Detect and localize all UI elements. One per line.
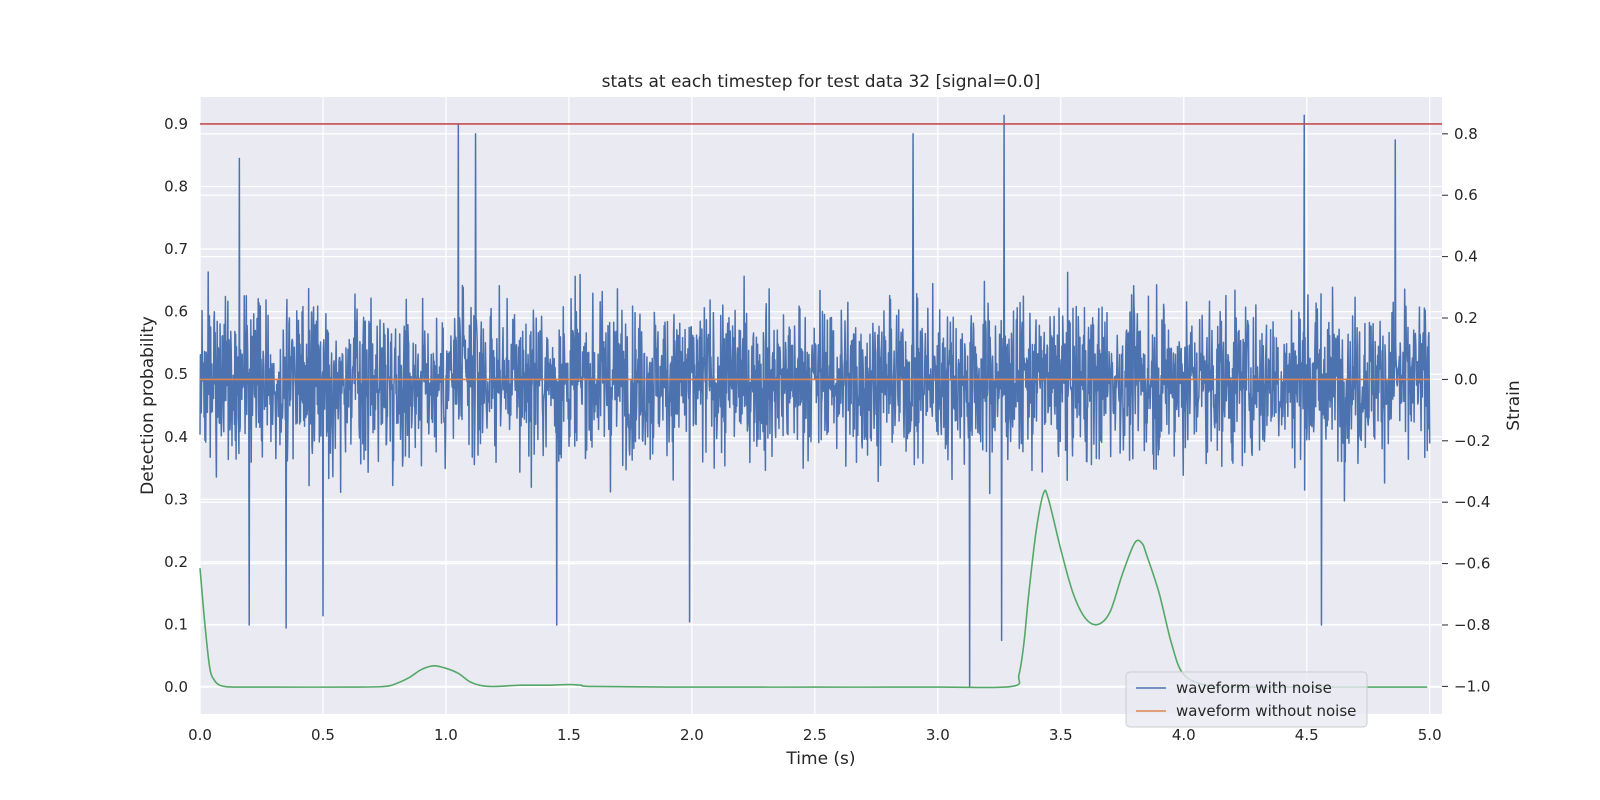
y-tick-label-right: −0.6 [1454,555,1490,573]
y-tick-label-left: 0.7 [164,240,188,258]
y-tick-label-left: 0.9 [164,115,188,133]
y-tick-label-left: 0.5 [164,365,188,383]
x-tick-label: 4.0 [1172,726,1196,744]
y-tick-label-right: −0.4 [1454,493,1490,511]
x-tick-label: 4.5 [1295,726,1319,744]
x-tick-label: 1.5 [557,726,581,744]
x-tick-label: 2.0 [680,726,704,744]
x-tick-label: 2.5 [803,726,827,744]
x-tick-label: 0.0 [188,726,212,744]
y-tick-label-left: 0.8 [164,177,188,195]
y-tick-label-left: 0.0 [164,678,188,696]
y-tick-label-right: −0.8 [1454,616,1490,634]
x-axis-label: Time (s) [785,749,855,769]
x-tick-label: 3.0 [926,726,950,744]
series-layer [199,114,1442,689]
legend: waveform with noise waveform without noi… [1125,671,1368,728]
series-line-detection-probability [199,489,1428,689]
x-tick-label: 0.5 [311,726,335,744]
legend-box [1125,671,1368,728]
y-tick-label-right: 0.2 [1454,309,1478,327]
y-tick-label-left: 0.4 [164,428,188,446]
y-tick-label-right: 0.0 [1454,370,1478,388]
y-tick-label-left: 0.1 [164,616,188,634]
y-tick-label-right: −1.0 [1454,677,1490,695]
y-axis-label-right: Strain [1504,380,1524,430]
y-tick-label-left: 0.2 [164,553,188,571]
y-tick-label-left: 0.3 [164,490,188,508]
x-tick-label: 5.0 [1418,726,1442,744]
x-tick-label: 3.5 [1049,726,1073,744]
y-tick-label-right: −0.2 [1454,432,1490,450]
x-tick-label: 1.0 [434,726,458,744]
y-axis-label-left: Detection probability [138,316,158,495]
y-tick-label-right: 0.4 [1454,248,1478,266]
axes: 0.0 0.5 1.0 1.5 2.0 2.5 3.0 3.5 4.0 4.5 5.0 0.0 0.1 0… [164,115,1490,744]
y-tick-label-left: 0.6 [164,303,188,321]
series-line-noise [199,114,1431,688]
legend-label-clean: waveform without noise [1176,702,1356,720]
chart-title: stats at each timestep for test data 32 … [602,72,1041,92]
legend-label-noise: waveform with noise [1176,679,1332,697]
y-tick-label-right: 0.8 [1454,125,1478,143]
y-tick-label-right: 0.6 [1454,186,1478,204]
